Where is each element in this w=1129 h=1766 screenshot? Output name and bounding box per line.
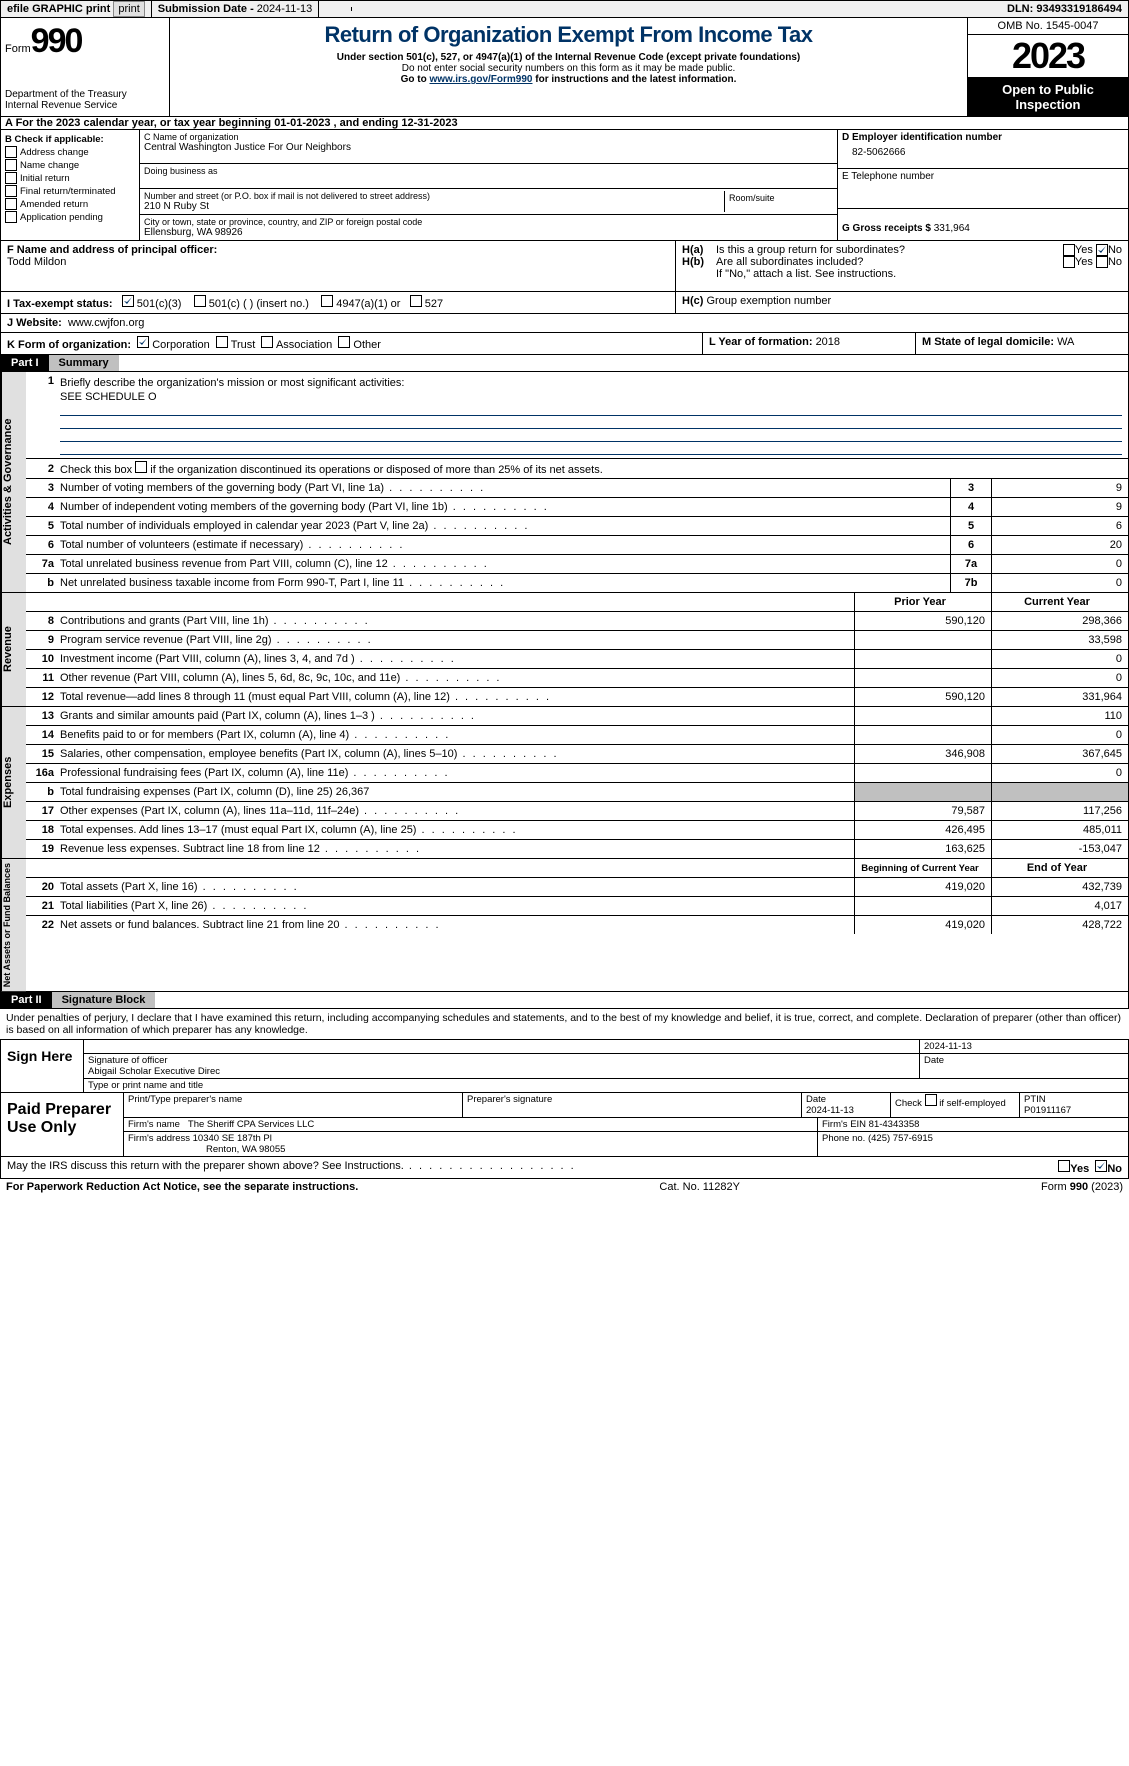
summary-row: 12Total revenue—add lines 8 through 11 (…	[26, 688, 1128, 706]
checkbox-final-return[interactable]	[5, 185, 17, 197]
dept-treasury: Department of the Treasury Internal Reve…	[5, 89, 165, 111]
checkbox-other[interactable]	[338, 336, 350, 348]
section-revenue: Revenue bPrior YearCurrent Year 8Contrib…	[0, 593, 1129, 707]
box-d: D Employer identification number82-50626…	[838, 130, 1128, 240]
summary-row: 15Salaries, other compensation, employee…	[26, 745, 1128, 764]
checkbox-hb-no[interactable]	[1096, 256, 1108, 268]
checkbox-initial-return[interactable]	[5, 172, 17, 184]
submission-date: Submission Date - 2024-11-13	[152, 1, 319, 17]
section-expenses: Expenses 13Grants and similar amounts pa…	[0, 707, 1129, 859]
checkbox-assoc[interactable]	[261, 336, 273, 348]
box-b: B Check if applicable: Address change Na…	[1, 130, 140, 240]
summary-row: 14Benefits paid to or for members (Part …	[26, 726, 1128, 745]
part1-header: Part ISummary	[0, 355, 1129, 372]
top-bar: efile GRAPHIC print print Submission Dat…	[0, 0, 1129, 18]
checkbox-pending[interactable]	[5, 211, 17, 223]
box-c: C Name of organizationCentral Washington…	[140, 130, 838, 240]
sign-here-block: Sign Here 2024-11-13 Signature of office…	[0, 1039, 1129, 1093]
form-title: Return of Organization Exempt From Incom…	[174, 22, 963, 48]
fh-row: F Name and address of principal officer:…	[0, 241, 1129, 292]
paid-preparer-block: Paid Preparer Use Only Print/Type prepar…	[0, 1093, 1129, 1157]
row-i: I Tax-exempt status: 501(c)(3) 501(c) ( …	[0, 292, 1129, 314]
checkbox-527[interactable]	[410, 295, 422, 307]
part2-header: Part IISignature Block	[0, 992, 1129, 1009]
row-a-period: A For the 2023 calendar year, or tax yea…	[0, 117, 1129, 130]
row-j: J Website: www.cwjfon.org	[0, 314, 1129, 333]
summary-row: 13Grants and similar amounts paid (Part …	[26, 707, 1128, 726]
checkbox-self-employed[interactable]	[925, 1094, 937, 1106]
section-governance: Activities & Governance 1Briefly describ…	[0, 372, 1129, 593]
summary-row: 21Total liabilities (Part X, line 26)4,0…	[26, 897, 1128, 916]
summary-row: 8Contributions and grants (Part VIII, li…	[26, 612, 1128, 631]
checkbox-discuss-no[interactable]	[1095, 1160, 1107, 1172]
subtitle-2: Do not enter social security numbers on …	[174, 63, 963, 74]
summary-row: 18Total expenses. Add lines 13–17 (must …	[26, 821, 1128, 840]
checkbox-corp[interactable]	[137, 336, 149, 348]
checkbox-discuss-yes[interactable]	[1058, 1160, 1070, 1172]
print-button[interactable]: print	[113, 1, 144, 17]
summary-row: 11Other revenue (Part VIII, column (A), …	[26, 669, 1128, 688]
checkbox-trust[interactable]	[216, 336, 228, 348]
checkbox-discontinued[interactable]	[135, 461, 147, 473]
summary-row: 10Investment income (Part VIII, column (…	[26, 650, 1128, 669]
checkbox-4947[interactable]	[321, 295, 333, 307]
open-inspection: Open to Public Inspection	[968, 77, 1128, 116]
checkbox-ha-no[interactable]	[1096, 244, 1108, 256]
summary-row: 20Total assets (Part X, line 16)419,0204…	[26, 878, 1128, 897]
summary-row: 9Program service revenue (Part VIII, lin…	[26, 631, 1128, 650]
summary-row: 4Number of independent voting members of…	[26, 498, 1128, 517]
sig-declaration: Under penalties of perjury, I declare th…	[0, 1009, 1129, 1039]
subtitle-1: Under section 501(c), 527, or 4947(a)(1)…	[174, 52, 963, 63]
checkbox-hb-yes[interactable]	[1063, 256, 1075, 268]
checkbox-name-change[interactable]	[5, 159, 17, 171]
summary-row: bTotal fundraising expenses (Part IX, co…	[26, 783, 1128, 802]
blank-cell	[319, 7, 352, 11]
form-header: Form990 Department of the Treasury Inter…	[0, 18, 1129, 117]
subtitle-3: Go to www.irs.gov/Form990 for instructio…	[174, 74, 963, 85]
irs-link[interactable]: www.irs.gov/Form990	[429, 74, 532, 85]
section-net-assets: Net Assets or Fund Balances bBeginning o…	[0, 859, 1129, 992]
info-grid: B Check if applicable: Address change Na…	[0, 130, 1129, 241]
summary-row: 7aTotal unrelated business revenue from …	[26, 555, 1128, 574]
checkbox-ha-yes[interactable]	[1063, 244, 1075, 256]
summary-row: 6Total number of volunteers (estimate if…	[26, 536, 1128, 555]
dln: DLN: 93493319186494	[1001, 1, 1128, 17]
tax-year: 2023	[968, 35, 1128, 77]
may-discuss-row: May the IRS discuss this return with the…	[0, 1157, 1129, 1179]
page-footer: For Paperwork Reduction Act Notice, see …	[0, 1179, 1129, 1195]
omb-number: OMB No. 1545-0047	[968, 18, 1128, 35]
summary-row: bNet unrelated business taxable income f…	[26, 574, 1128, 592]
checkbox-501c3[interactable]	[122, 295, 134, 307]
summary-row: 17Other expenses (Part IX, column (A), l…	[26, 802, 1128, 821]
checkbox-501c[interactable]	[194, 295, 206, 307]
row-k: K Form of organization: Corporation Trus…	[0, 333, 1129, 355]
summary-row: 19Revenue less expenses. Subtract line 1…	[26, 840, 1128, 858]
summary-row: 5Total number of individuals employed in…	[26, 517, 1128, 536]
summary-row: 16aProfessional fundraising fees (Part I…	[26, 764, 1128, 783]
summary-row: 22Net assets or fund balances. Subtract …	[26, 916, 1128, 934]
efile-label: efile GRAPHIC print print	[1, 1, 152, 17]
checkbox-address-change[interactable]	[5, 146, 17, 158]
checkbox-amended[interactable]	[5, 198, 17, 210]
summary-row: 3Number of voting members of the governi…	[26, 479, 1128, 498]
